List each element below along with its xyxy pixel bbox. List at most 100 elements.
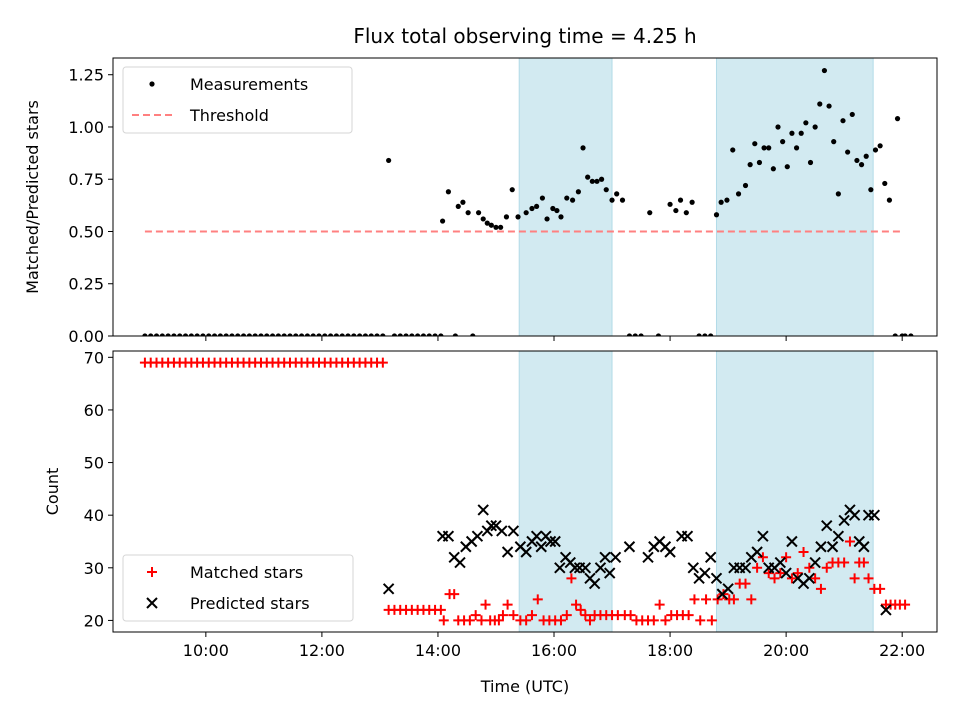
measurement-point-126 — [835, 191, 841, 197]
measurement-point-101 — [713, 212, 720, 218]
matched-point-99 — [695, 615, 706, 626]
measurement-point-47 — [415, 333, 421, 336]
measurement-point-54 — [452, 333, 458, 336]
measurement-point-138 — [892, 333, 898, 336]
y-tick-label-4: 60 — [84, 401, 104, 420]
matched-point-51 — [435, 604, 446, 615]
measurement-point-103 — [724, 197, 730, 203]
measurement-point-85 — [609, 197, 615, 203]
predicted-point-73 — [858, 541, 870, 553]
measurement-point-136 — [882, 180, 888, 187]
x-tick-label-3: 16:00 — [531, 641, 577, 660]
measurement-point-45 — [403, 333, 409, 336]
legend-label-1: Threshold — [189, 106, 269, 125]
measurement-point-4 — [165, 333, 171, 336]
matched-point-117 — [798, 547, 809, 558]
measurement-point-57 — [465, 210, 471, 216]
matched-point-68 — [521, 615, 532, 626]
predicted-point-54 — [751, 546, 763, 558]
predicted-point-21 — [544, 535, 557, 548]
measurement-point-62 — [488, 222, 494, 228]
y-tick-label-0: 20 — [84, 611, 104, 630]
measurement-point-83 — [598, 176, 605, 182]
measurement-point-113 — [775, 124, 781, 130]
measurement-point-76 — [564, 195, 570, 201]
measurement-point-63 — [493, 224, 499, 230]
measurement-point-127 — [840, 118, 846, 124]
predicted-point-36 — [642, 551, 654, 563]
measurement-point-128 — [845, 149, 851, 155]
matched-point-64 — [497, 610, 508, 621]
legend-label-0: Matched stars — [190, 563, 303, 582]
measurement-point-31 — [322, 333, 328, 336]
measurement-point-100 — [708, 333, 714, 336]
matched-point-105 — [728, 594, 739, 605]
matched-point-93 — [660, 615, 671, 626]
measurement-point-118 — [798, 130, 804, 136]
measurement-point-14 — [223, 333, 229, 336]
measurement-point-117 — [793, 145, 800, 151]
measurement-point-92 — [655, 333, 662, 336]
matched-point-136 — [900, 599, 911, 610]
matched-point-128 — [858, 557, 869, 568]
y-tick-label-3: 0.75 — [68, 170, 104, 189]
x-tick-label-0: 10:00 — [183, 641, 229, 660]
matched-point-63 — [493, 615, 504, 626]
measurement-point-41 — [380, 333, 386, 336]
measurement-point-25 — [287, 333, 293, 336]
measurement-point-52 — [440, 218, 446, 224]
series-dot-0 — [142, 67, 914, 336]
predicted-point-55 — [757, 530, 769, 542]
predicted-point-28 — [579, 562, 592, 574]
measurement-point-7 — [182, 333, 189, 336]
matched-point-97 — [683, 610, 694, 621]
y-axis-label: Matched/Predicted stars — [23, 100, 42, 294]
measurement-point-3 — [159, 333, 165, 336]
measurement-point-6 — [177, 333, 183, 336]
y-tick-label-2: 0.50 — [68, 222, 104, 241]
predicted-point-16 — [520, 546, 532, 558]
measurement-point-96 — [683, 210, 689, 216]
measurement-point-86 — [614, 191, 620, 197]
predicted-point-63 — [803, 572, 816, 585]
matched-point-115 — [786, 573, 797, 584]
predicted-point-0 — [382, 583, 395, 595]
matched-point-98 — [689, 594, 700, 605]
measurement-point-71 — [539, 195, 546, 201]
matched-point-120 — [815, 583, 826, 594]
predicted-point-31 — [594, 562, 607, 574]
predicted-point-45 — [699, 567, 711, 579]
measurement-point-132 — [863, 153, 869, 159]
matched-point-92 — [654, 599, 665, 610]
matched-point-114 — [781, 552, 792, 563]
predicted-point-46 — [704, 551, 717, 563]
matched-point-52 — [438, 615, 449, 626]
matched-point-79 — [580, 610, 591, 621]
measurement-point-0 — [142, 333, 148, 336]
measurement-point-139 — [894, 116, 901, 122]
measurement-point-137 — [886, 197, 893, 203]
measurement-point-26 — [293, 333, 299, 336]
measurement-point-46 — [409, 333, 415, 336]
measurement-point-75 — [558, 214, 564, 220]
measurement-point-80 — [585, 174, 591, 180]
measurement-point-97 — [689, 199, 695, 205]
predicted-point-40 — [664, 546, 676, 558]
matched-point-59 — [476, 615, 487, 626]
measurement-point-56 — [460, 199, 466, 205]
measurement-point-13 — [217, 333, 223, 336]
measurement-point-5 — [171, 333, 177, 336]
y-tick-label-0: 0.00 — [68, 327, 104, 346]
matched-point-58 — [470, 610, 481, 621]
plot-area — [139, 351, 911, 632]
matched-point-77 — [571, 599, 582, 610]
y-axis-label: Count — [43, 468, 62, 516]
matched-point-41 — [377, 357, 388, 368]
measurement-point-84 — [603, 187, 609, 193]
predicted-point-52 — [739, 562, 752, 574]
predicted-point-33 — [604, 567, 616, 579]
measurement-point-35 — [345, 333, 351, 336]
axes-frame — [112, 350, 938, 633]
measurement-point-112 — [770, 166, 776, 172]
measurement-point-93 — [667, 201, 673, 207]
